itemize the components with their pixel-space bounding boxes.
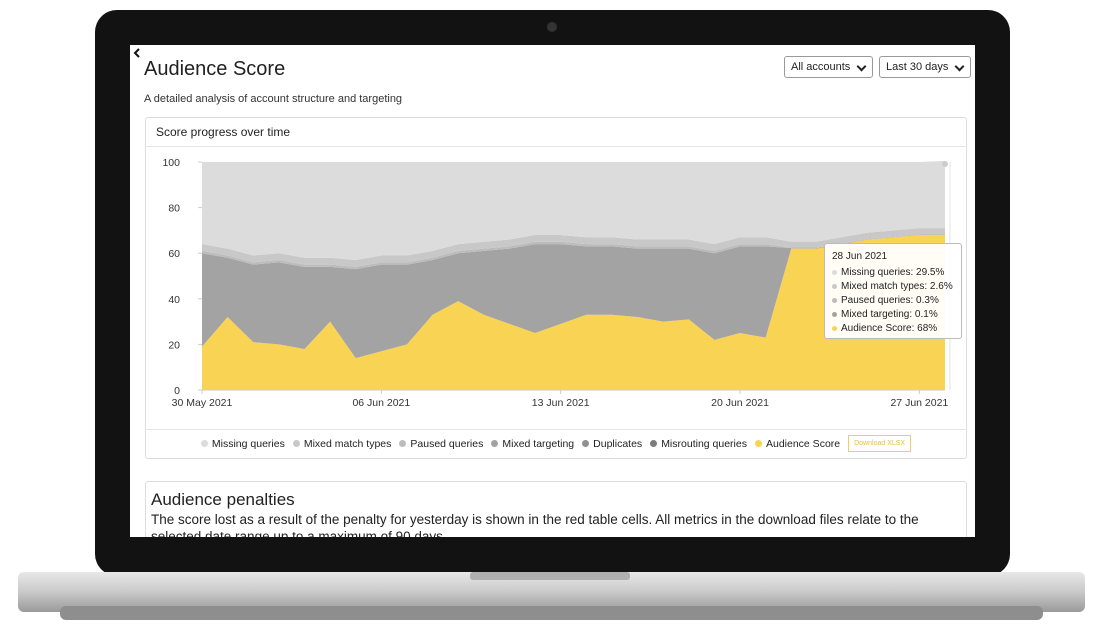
tooltip-text: Missing queries: 29.5% [841,267,945,278]
tooltip-text: Mixed match types: 2.6% [841,281,953,292]
y-tick-label: 20 [168,339,180,351]
area [202,234,945,359]
laptop-base [18,572,1085,612]
tooltip-row: Audience Score: 68% [832,323,937,334]
screen: Audience Score A detailed analysis of ac… [130,45,975,537]
divider [146,146,966,147]
y-tick-label: 100 [162,157,180,169]
legend-label: Duplicates [593,437,643,450]
penalties-card: Audience penalties The score lost as a r… [145,481,967,537]
tooltip-text: Audience Score: 68% [841,323,938,334]
legend: Missing queries Mixed match types Paused q… [146,435,966,452]
tooltip-title: 28 Jun 2021 [832,251,888,262]
legend-item: Misrouting queries [650,438,747,450]
section-text: The score lost as a result of the penalt… [151,512,919,537]
legend-swatch [491,440,499,447]
download-button[interactable]: Download XLSX [848,435,912,452]
chart: 0 20 40 60 80 100 30 May 2021 06 Jun 2021 13 Jun… [162,157,951,409]
area [202,228,945,267]
legend-swatch [399,440,407,447]
card-title: Score progress over time [156,125,291,139]
legend-swatch [650,440,658,447]
tooltip-text: Mixed targeting: 0.1% [841,309,938,320]
tooltip-dot [832,312,837,317]
legend-label: Mixed match types [303,437,392,450]
section-title: Audience penalties [151,490,295,509]
legend-label: Mixed targeting [502,437,575,450]
laptop-base-lip [60,606,1043,620]
page-subtitle: A detailed analysis of account structure… [144,93,403,105]
x-tick-label: 20 Jun 2021 [711,397,769,409]
legend-swatch [292,440,300,447]
tooltip: 28 Jun 2021 Missing queries: 29.5% Mixed … [824,243,962,339]
tooltip-dot [832,270,837,275]
area [202,160,945,261]
tooltip-row: Mixed targeting: 0.1% [832,309,938,320]
legend-item: Duplicates [582,438,642,450]
x-tick-label: 13 Jun 2021 [532,397,590,409]
tooltip-row: Paused queries: 0.3% [832,295,939,306]
legend-label: Misrouting queries [661,437,747,450]
tooltip-dot [832,298,837,303]
legend-swatch [582,440,590,447]
x-tick-label: 30 May 2021 [172,397,233,409]
y-tick-label: 0 [174,385,180,397]
area [202,234,945,390]
laptop-notch [470,572,630,580]
tooltip-row: Mixed match types: 2.6% [832,281,953,292]
tooltip-dot [832,284,837,289]
date-dropdown[interactable]: Last 30 days [879,56,972,78]
legend-item: Paused queries [399,438,483,450]
x-tick-label: 06 Jun 2021 [352,397,410,409]
tooltip-text: Paused queries: 0.3% [841,295,939,306]
legend-label: Audience Score [765,437,841,450]
hover-marker [942,161,948,167]
tooltip-dot [832,326,837,331]
legend-item: Mixed match types [292,437,392,450]
legend-item: Mixed targeting [491,438,574,450]
back-button[interactable] [132,47,142,59]
y-tick-label: 60 [168,248,180,260]
legend-item: Missing queries [200,437,285,450]
chart-card: Score progress over time 0 20 40 60 80 100 30 … [145,117,967,459]
account-dropdown[interactable]: All accounts [784,56,874,78]
page-title: Audience Score [144,58,286,80]
legend-swatch [200,440,208,447]
divider [146,429,966,430]
tooltip-row: Missing queries: 29.5% [832,267,944,278]
camera [547,22,557,32]
legend-swatch [754,440,762,447]
x-tick-label: 27 Jun 2021 [890,397,948,409]
y-tick-label: 80 [168,203,180,215]
legend-item: Audience Score [754,437,841,450]
legend-label: Paused queries [410,437,484,450]
legend-label: Missing queries [211,437,285,450]
y-tick-label: 40 [168,294,180,306]
